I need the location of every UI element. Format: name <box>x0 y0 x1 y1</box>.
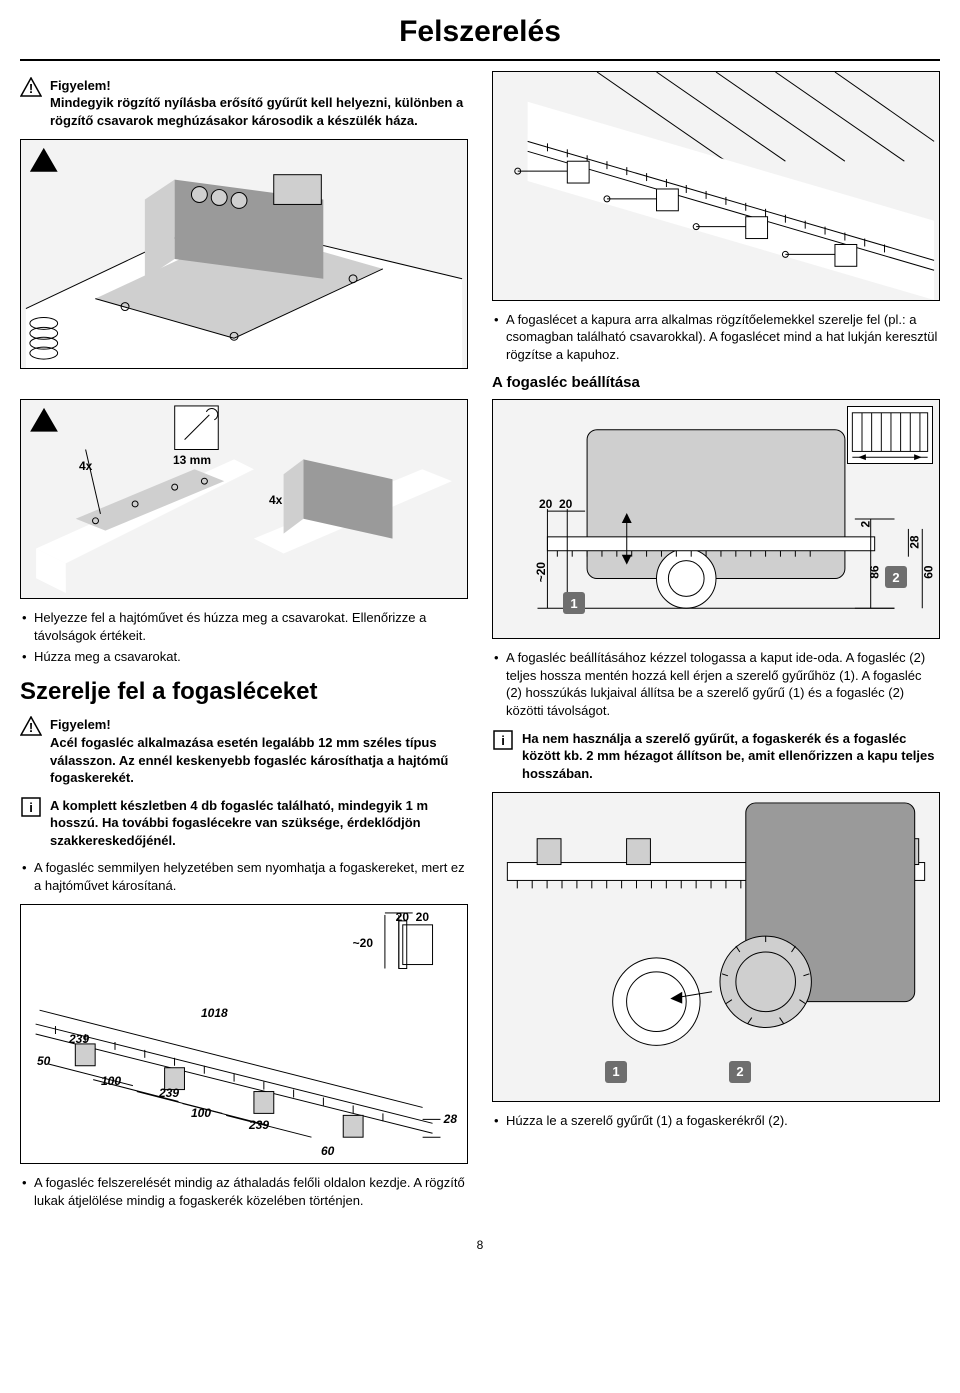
dim-20-b: 20 <box>416 909 429 925</box>
right-mid-bullets: A fogasléc beállításához kézzel tologass… <box>492 649 940 719</box>
info-2: i Ha nem használja a szerelő gyűrűt, a f… <box>492 730 940 783</box>
dim-60: 60 <box>920 566 936 579</box>
inset-gate <box>847 406 933 464</box>
label-13mm: 13 mm <box>173 452 211 468</box>
label-4x-2: 4x <box>269 492 282 508</box>
warning-2-title: Figyelem! <box>50 716 468 734</box>
page-number: 8 <box>20 1237 940 1253</box>
dim-239-a: 239 <box>69 1031 89 1047</box>
warning-1-title: Figyelem! <box>50 77 468 95</box>
dim-28: 28 <box>906 536 922 549</box>
col-right-top: A fogaslécet a kapura arra alkalmas rögz… <box>492 71 940 400</box>
dim-239-b: 239 <box>159 1085 179 1101</box>
warning-triangle-icon: ! <box>20 77 42 97</box>
dim-20-a: 20 <box>539 496 552 512</box>
bullet: A fogasléc semmilyen helyzetében sem nyo… <box>20 859 468 894</box>
info-square-icon: i <box>20 797 42 817</box>
warning-1-text: Figyelem! Mindegyik rögzítő nyílásba erő… <box>50 77 468 130</box>
dim-86: 86 <box>866 566 882 579</box>
svg-text:i: i <box>29 800 33 815</box>
bullet: Helyezze fel a hajtóművet és húzza meg a… <box>20 609 468 644</box>
badge-1: 1 <box>605 1061 627 1083</box>
dim-2: 2 <box>858 521 874 528</box>
info-1-body: A komplett készletben 4 db fogasléc talá… <box>50 797 468 850</box>
svg-text:!: ! <box>42 160 45 171</box>
dim-100-a: 100 <box>101 1073 121 1089</box>
right-bottom-bullets: Húzza le a szerelő gyűrűt (1) a fogasker… <box>492 1112 940 1130</box>
svg-text:i: i <box>501 733 505 748</box>
row-1: ! Figyelem! Mindegyik rögzítő nyílásba e… <box>20 71 940 400</box>
left-bottom-bullets: A fogasléc felszerelését mindig az áthal… <box>20 1174 468 1209</box>
warning-1-body: Mindegyik rögzítő nyílásba erősítő gyűrű… <box>50 95 463 128</box>
dim-60: 60 <box>321 1143 334 1159</box>
dim-239-c: 239 <box>249 1117 269 1133</box>
figure-rack-adjust: 20 20 ~20 2 86 28 60 1 2 <box>492 399 940 639</box>
bullet: A fogaslécet a kapura arra alkalmas rögz… <box>492 311 940 364</box>
left-mid-bullets: Helyezze fel a hajtóművet és húzza meg a… <box>20 609 468 666</box>
col-left-top: ! Figyelem! Mindegyik rögzítő nyílásba e… <box>20 71 468 400</box>
dim-1018: 1018 <box>201 1005 228 1021</box>
col-left-mid: ! 4x 13 mm 4x Helyezze <box>20 399 468 1219</box>
bullet: A fogasléc felszerelését mindig az áthal… <box>20 1174 468 1209</box>
label-4x-1: 4x <box>79 458 92 474</box>
warning-2-text: Figyelem! Acél fogasléc alkalmazása eset… <box>50 716 468 786</box>
dim-20-c: ~20 <box>353 935 373 951</box>
info-1: i A komplett készletben 4 db fogasléc ta… <box>20 797 468 850</box>
page-title: Felszerelés <box>20 12 940 61</box>
badge-2: 2 <box>729 1061 751 1083</box>
left-after-info-bullets: A fogasléc semmilyen helyzetében sem nyo… <box>20 859 468 894</box>
figure-rack-to-gate <box>492 71 940 301</box>
dim-50: 50 <box>37 1053 50 1069</box>
dim-20-a: 20 <box>396 909 409 925</box>
badge-2: 2 <box>885 566 907 588</box>
info-2-body: Ha nem használja a szerelő gyűrűt, a fog… <box>522 730 940 783</box>
figure-remove-ring: 1 2 <box>492 792 940 1102</box>
bullet: Húzza le a szerelő gyűrűt (1) a fogasker… <box>492 1112 940 1130</box>
warning-1: ! Figyelem! Mindegyik rögzítő nyílásba e… <box>20 77 468 130</box>
col-right-mid: 20 20 ~20 2 86 28 60 1 2 A fogasléc beál… <box>492 399 940 1219</box>
subsection-adjust-rack: A fogasléc beállítása <box>492 373 940 393</box>
figure-drive-on-plate: ! <box>20 139 468 369</box>
right-top-bullets: A fogaslécet a kapura arra alkalmas rögz… <box>492 311 940 364</box>
dim-20-b: 20 <box>559 496 572 512</box>
dim-20-c: ~20 <box>533 562 549 582</box>
svg-text:!: ! <box>43 420 46 431</box>
figure-rack-dimensions: 20 20 ~20 1018 239 50 100 239 100 239 60… <box>20 904 468 1164</box>
bullet: Húzza meg a csavarokat. <box>20 648 468 666</box>
row-2: ! 4x 13 mm 4x Helyezze <box>20 399 940 1219</box>
svg-text:!: ! <box>29 720 33 735</box>
section-mount-racks: Szerelje fel a fogasléceket <box>20 676 468 708</box>
info-square-icon: i <box>492 730 514 750</box>
dim-100-b: 100 <box>191 1105 211 1121</box>
bullet: A fogasléc beállításához kézzel tologass… <box>492 649 940 719</box>
badge-1: 1 <box>563 592 585 614</box>
figure-place-drive: ! 4x 13 mm 4x <box>20 399 468 599</box>
warning-triangle-icon: ! <box>20 716 42 736</box>
warning-2-body: Acél fogasléc alkalmazása esetén legaláb… <box>50 735 448 785</box>
warning-2: ! Figyelem! Acél fogasléc alkalmazása es… <box>20 716 468 786</box>
svg-text:!: ! <box>29 81 33 96</box>
dim-28: 28 <box>444 1111 457 1127</box>
